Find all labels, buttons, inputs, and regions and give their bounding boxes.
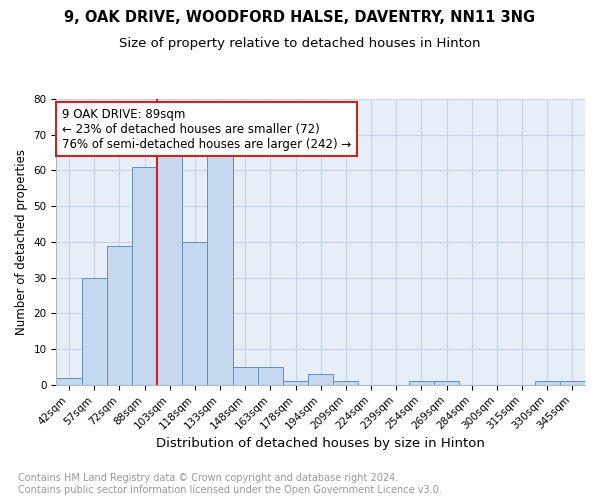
Bar <box>333 382 358 385</box>
X-axis label: Distribution of detached houses by size in Hinton: Distribution of detached houses by size … <box>156 437 485 450</box>
Bar <box>182 242 208 385</box>
Y-axis label: Number of detached properties: Number of detached properties <box>15 149 28 335</box>
Bar <box>82 278 107 385</box>
Bar <box>56 378 82 385</box>
Bar <box>208 149 233 385</box>
Bar <box>409 382 434 385</box>
Bar <box>308 374 333 385</box>
Text: Contains HM Land Registry data © Crown copyright and database right 2024.
Contai: Contains HM Land Registry data © Crown c… <box>18 474 442 495</box>
Bar <box>107 246 132 385</box>
Text: 9 OAK DRIVE: 89sqm
← 23% of detached houses are smaller (72)
76% of semi-detache: 9 OAK DRIVE: 89sqm ← 23% of detached hou… <box>62 108 351 150</box>
Bar <box>258 367 283 385</box>
Bar <box>233 367 258 385</box>
Bar <box>560 382 585 385</box>
Bar <box>535 382 560 385</box>
Bar <box>283 382 308 385</box>
Bar <box>434 382 459 385</box>
Text: 9, OAK DRIVE, WOODFORD HALSE, DAVENTRY, NN11 3NG: 9, OAK DRIVE, WOODFORD HALSE, DAVENTRY, … <box>64 10 536 25</box>
Bar <box>132 167 157 385</box>
Text: Size of property relative to detached houses in Hinton: Size of property relative to detached ho… <box>119 38 481 51</box>
Bar <box>157 156 182 385</box>
